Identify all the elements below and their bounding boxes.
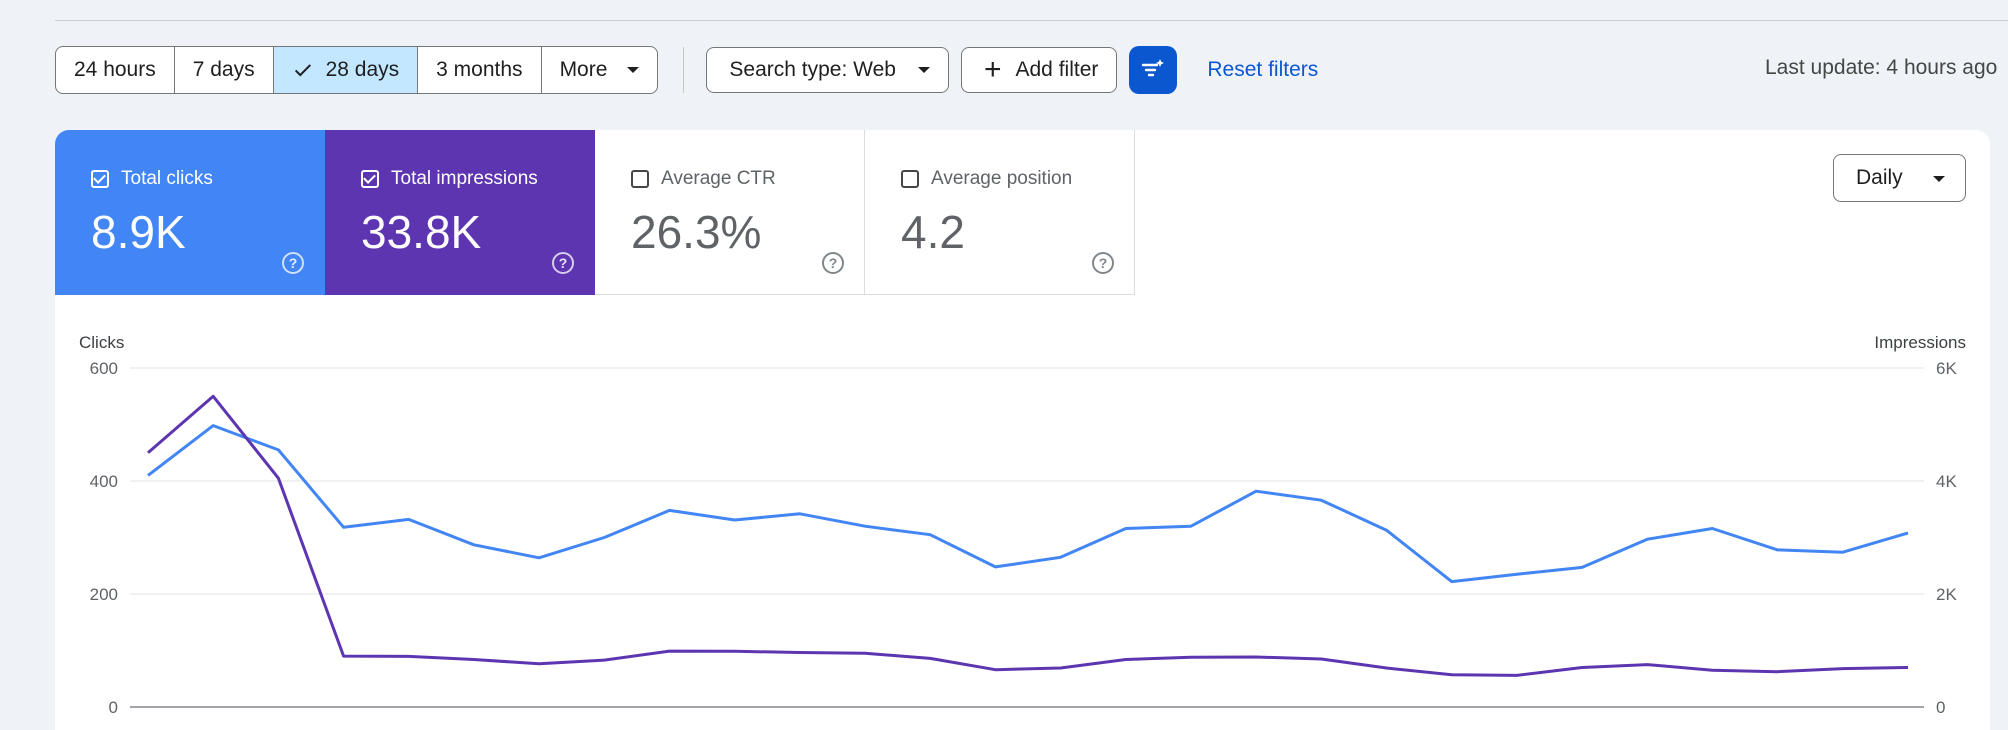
left-axis-title: Clicks	[79, 333, 124, 352]
checkbox-unchecked-icon[interactable]	[901, 170, 919, 188]
range-label: 3 months	[436, 57, 523, 81]
toolbar-divider	[683, 46, 685, 93]
caret-down-icon	[917, 66, 930, 73]
filter-toolbar: 24 hours 7 days 28 days 3 months More Se…	[55, 45, 1319, 94]
metric-value: 26.3%	[631, 206, 762, 258]
date-range-selector: 24 hours 7 days 28 days 3 months More	[55, 45, 659, 94]
range-24-hours[interactable]: 24 hours	[56, 46, 175, 93]
range-more-dropdown[interactable]: More	[542, 47, 658, 93]
range-label: More	[559, 57, 608, 81]
checkbox-unchecked-icon[interactable]	[631, 170, 649, 188]
caret-down-icon	[627, 66, 640, 73]
range-7-days[interactable]: 7 days	[175, 46, 274, 93]
help-icon[interactable]: ?	[282, 252, 304, 274]
right-tick-label: 0	[1936, 698, 1945, 717]
range-label: 24 hours	[74, 57, 156, 81]
right-tick-label: 2K	[1936, 585, 1957, 604]
metric-average-ctr[interactable]: Average CTR 26.3% ?	[595, 130, 865, 295]
checkbox-checked-icon[interactable]	[361, 170, 379, 188]
metric-label: Total clicks	[91, 168, 213, 190]
granularity-label: Daily	[1856, 166, 1903, 189]
search-type-dropdown[interactable]: Search type: Web	[706, 46, 949, 93]
help-icon[interactable]: ?	[822, 252, 844, 274]
reset-filters-link[interactable]: Reset filters	[1207, 57, 1319, 81]
metric-label-text: Average position	[931, 168, 1073, 189]
add-filter-button[interactable]: + Add filter	[960, 46, 1118, 93]
metric-total-clicks[interactable]: Total clicks 8.9K ?	[55, 130, 325, 295]
sparkle-filter-icon	[1142, 58, 1165, 76]
left-tick-label: 600	[90, 359, 118, 378]
metric-label-text: Total impressions	[391, 168, 538, 189]
left-tick-label: 400	[90, 472, 118, 491]
help-icon[interactable]: ?	[552, 252, 574, 274]
metric-value: 33.8K	[361, 206, 482, 258]
left-tick-label: 0	[109, 698, 118, 717]
plus-icon: +	[983, 52, 1002, 86]
right-tick-label: 6K	[1936, 359, 1957, 378]
range-3-months[interactable]: 3 months	[418, 46, 542, 93]
metric-label-text: Total clicks	[121, 168, 213, 189]
search-type-label: Search type: Web	[729, 57, 896, 81]
checkbox-checked-icon[interactable]	[91, 170, 109, 188]
range-28-days[interactable]: 28 days	[273, 46, 419, 93]
add-filter-label: Add filter	[1015, 57, 1099, 81]
smart-filter-button[interactable]	[1129, 45, 1178, 94]
right-axis-title: Impressions	[1874, 333, 1966, 352]
left-tick-label: 200	[90, 585, 118, 604]
metric-value: 8.9K	[91, 206, 186, 258]
series-line-clicks	[147, 424, 1909, 584]
top-divider	[55, 20, 2008, 21]
metric-label-text: Average CTR	[661, 168, 776, 189]
range-label: 28 days	[325, 57, 400, 81]
series-line-impressions	[147, 394, 1909, 677]
granularity-dropdown[interactable]: Daily	[1833, 154, 1966, 202]
caret-down-icon	[1933, 176, 1945, 182]
range-label: 7 days	[192, 57, 255, 81]
metric-label: Total impressions	[361, 168, 538, 190]
metric-average-position[interactable]: Average position 4.2 ?	[865, 130, 1135, 295]
metric-value: 4.2	[901, 206, 965, 258]
metric-total-impressions[interactable]: Total impressions 33.8K ?	[325, 130, 595, 295]
last-update-text: Last update: 4 hours ago	[1765, 56, 1998, 79]
metric-label: Average CTR	[631, 168, 776, 190]
help-icon[interactable]: ?	[1092, 252, 1114, 274]
performance-card: Total clicks 8.9K ? Total impressions 33…	[55, 130, 1990, 730]
metric-label: Average position	[901, 168, 1072, 190]
right-tick-label: 4K	[1936, 472, 1957, 491]
checkmark-icon	[294, 63, 311, 76]
